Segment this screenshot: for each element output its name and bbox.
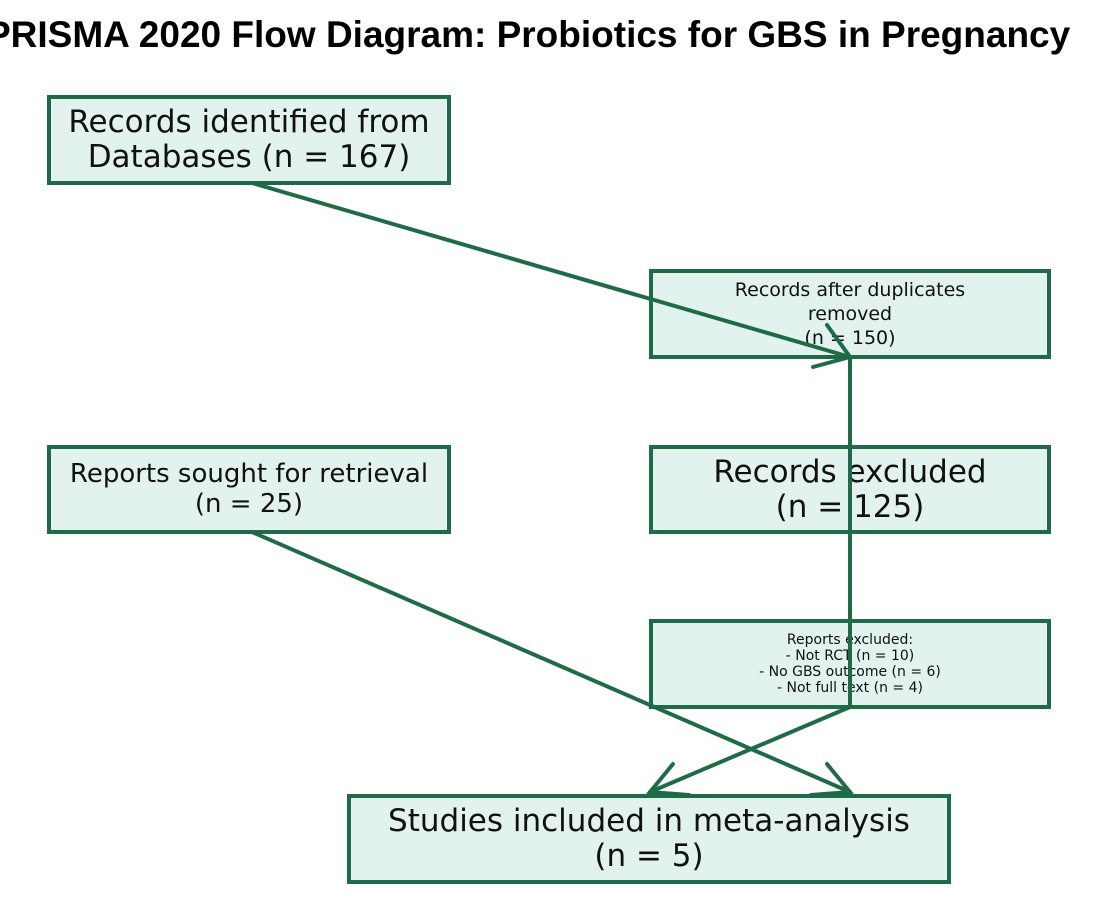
studies-included-box: Studies included in meta-analysis (n = 5…: [347, 794, 951, 884]
diagram-title: PRISMA 2020 Flow Diagram: Probiotics for…: [0, 10, 1100, 60]
records-after-duplicates-box: Records after duplicates removed (n = 15…: [649, 269, 1051, 359]
arrowhead-sought-to-included: [809, 762, 854, 797]
arrowhead-reports-excluded-to-included: [646, 762, 691, 797]
records-excluded-box: Records excluded (n = 125): [649, 445, 1051, 534]
reports-sought-box: Reports sought for retrieval (n = 25): [47, 445, 451, 534]
reports-excluded-box: Reports excluded: - Not RCT (n = 10) - N…: [649, 619, 1051, 709]
arrow-reports-excluded-to-included: [648, 705, 852, 794]
diagram-title-text: PRISMA 2020 Flow Diagram: Probiotics for…: [0, 14, 1071, 55]
records-identified-box: Records identified from Databases (n = 1…: [47, 95, 451, 185]
